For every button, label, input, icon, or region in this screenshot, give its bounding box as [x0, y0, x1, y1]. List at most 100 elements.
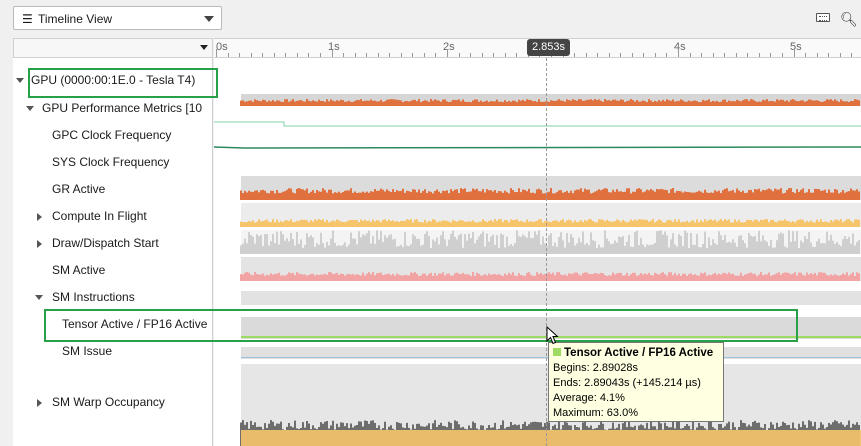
- ruler-tick: [481, 53, 483, 57]
- timeline-area[interactable]: [214, 58, 861, 446]
- ruler-tick: [712, 53, 714, 57]
- view-select-label: Timeline View: [38, 12, 113, 26]
- ruler-tick: [724, 53, 726, 57]
- sm-instructions-track: [241, 291, 861, 305]
- compute-in-flight-bars: [240, 219, 860, 227]
- tooltip-average: Average: 4.1%: [553, 392, 625, 404]
- zoom-icon[interactable]: 🔍︎: [840, 11, 858, 27]
- ruler-tick: [343, 53, 345, 57]
- ruler-tick: [851, 53, 853, 57]
- tree-row-gr-active[interactable]: GR Active: [13, 176, 212, 203]
- view-select[interactable]: ☰ Timeline View: [13, 6, 222, 30]
- ruler-tick: [458, 53, 460, 57]
- tooltip: Tensor Active / FP16 Active Begins: 2.89…: [548, 342, 724, 422]
- tick-label: 5s: [790, 41, 802, 53]
- chevron-down-icon[interactable]: [16, 78, 24, 83]
- chevron-down-icon[interactable]: [35, 295, 43, 300]
- draw-dispatch-bars: [240, 230, 860, 254]
- tick-label: 4s: [674, 41, 686, 53]
- tree-panel: GPU (0000:00:1E.0 - Tesla T4) GPU Perfor…: [13, 58, 213, 446]
- warp-occupancy-fill: [241, 430, 861, 446]
- tree-row-tensor-active[interactable]: Tensor Active / FP16 Active: [13, 311, 212, 338]
- ruler-tick: [296, 53, 298, 57]
- ruler-tick: [654, 53, 656, 57]
- metrics-summary-bars: [240, 99, 860, 106]
- ruler-tick: [227, 53, 229, 57]
- highlight-gpu-row: [28, 68, 218, 98]
- ruler-tick: [331, 49, 333, 57]
- ruler-tick: [504, 53, 506, 57]
- ruler-tick: [308, 53, 310, 57]
- ruler-options[interactable]: [13, 38, 213, 58]
- ruler-tick: [816, 53, 818, 57]
- tree-row-sm-active[interactable]: SM Active: [13, 257, 212, 284]
- ruler-tick: [839, 53, 841, 57]
- ruler-tick: [597, 53, 599, 57]
- time-cursor-line: [546, 58, 547, 446]
- tree-row-gpu[interactable]: GPU (0000:00:1E.0 - Tesla T4): [13, 67, 212, 94]
- chevron-down-icon: [200, 45, 208, 50]
- tree-row-label: GPU (0000:00:1E.0 - Tesla T4): [31, 73, 196, 87]
- ruler-tick: [389, 53, 391, 57]
- chevron-right-icon[interactable]: [37, 240, 42, 248]
- tensor-active-track: [241, 317, 861, 339]
- ruler-tick: [423, 53, 425, 57]
- ruler-tick: [354, 53, 356, 57]
- tree-row-label: Tensor Active / FP16 Active: [62, 317, 208, 331]
- ruler-tick: [493, 53, 495, 57]
- sys-clock-line: [214, 146, 861, 149]
- ruler-tick: [285, 53, 287, 57]
- keyboard-icon[interactable]: [816, 13, 830, 22]
- ruler-tick: [516, 53, 518, 57]
- tree-row-sys-clock[interactable]: SYS Clock Frequency: [13, 149, 212, 176]
- highlight-tensor-row: [44, 309, 798, 342]
- gpc-clock-line: [214, 121, 861, 127]
- tree-row-gpc-clock[interactable]: GPC Clock Frequency: [13, 122, 212, 149]
- ruler-tick: [412, 53, 414, 57]
- ruler-tick: [701, 53, 703, 57]
- ruler-tick: [620, 53, 622, 57]
- ruler-tick: [643, 53, 645, 57]
- tree-row-label: SM Issue: [62, 344, 113, 358]
- tooltip-begins: Begins: 2.89028s: [553, 362, 639, 374]
- chevron-right-icon[interactable]: [37, 213, 42, 221]
- tree-row-label: SM Warp Occupancy: [52, 395, 165, 409]
- timeline-tracks: [214, 94, 861, 446]
- mouse-pointer-icon: [546, 326, 559, 345]
- ruler-tick: [666, 53, 668, 57]
- tick-label: 2s: [443, 41, 455, 53]
- tree-row-draw-dispatch[interactable]: Draw/Dispatch Start: [13, 230, 212, 257]
- ruler-tick: [758, 53, 760, 57]
- tree-row-sm-issue[interactable]: SM Issue: [13, 338, 212, 365]
- tick-label: 0s: [216, 41, 228, 53]
- ruler-tick: [319, 53, 321, 57]
- tree-row-sm-instructions[interactable]: SM Instructions: [13, 284, 212, 311]
- chevron-right-icon[interactable]: [37, 399, 42, 407]
- tooltip-maximum: Maximum: 63.0%: [553, 407, 638, 419]
- ruler-tick: [747, 53, 749, 57]
- tree-row-compute-in-flight[interactable]: Compute In Flight: [13, 203, 212, 230]
- tree-row-metrics[interactable]: GPU Performance Metrics [10: [13, 95, 212, 122]
- ruler-tick: [735, 53, 737, 57]
- ruler-tick: [678, 49, 679, 57]
- ruler-tick: [273, 53, 275, 57]
- tree-row-label: SM Active: [52, 263, 106, 277]
- ruler-tick: [781, 53, 783, 57]
- chevron-down-icon[interactable]: [26, 106, 34, 111]
- ruler-tick: [366, 53, 368, 57]
- ruler-tick: [447, 49, 448, 57]
- ruler-tick: [608, 53, 610, 57]
- ruler-tick: [631, 53, 633, 57]
- hamburger-icon: ☰: [22, 12, 33, 26]
- tensor-color-swatch: [553, 348, 561, 356]
- ruler-tick: [250, 53, 252, 57]
- tree-row-label: GPU Performance Metrics [10: [42, 101, 203, 115]
- tree-row-label: SM Instructions: [52, 290, 135, 304]
- tree-row-sm-warp-occupancy[interactable]: SM Warp Occupancy: [13, 389, 212, 416]
- ruler-tick: [435, 53, 437, 57]
- ruler-tick: [689, 53, 691, 57]
- gr-active-bars: [240, 188, 860, 200]
- ruler-tick: [377, 53, 379, 57]
- ruler-tick: [805, 53, 807, 57]
- ruler-tick: [216, 49, 217, 57]
